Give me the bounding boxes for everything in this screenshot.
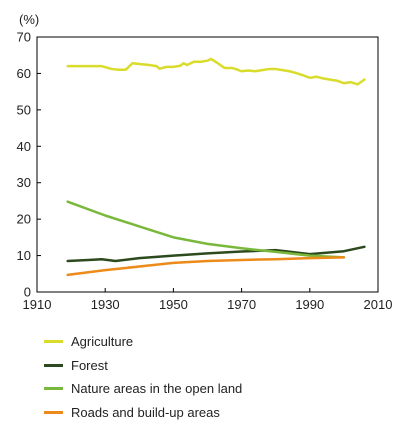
legend-swatch-nature-areas bbox=[44, 387, 63, 391]
legend-item-agriculture: Agriculture bbox=[44, 330, 242, 354]
y-tick-label: 20 bbox=[17, 212, 31, 227]
x-tick-label: 1910 bbox=[23, 297, 52, 312]
x-tick-label: 2010 bbox=[364, 297, 393, 312]
y-tick-label: 60 bbox=[17, 66, 31, 81]
legend-item-forest: Forest bbox=[44, 354, 242, 378]
legend-swatch-roads bbox=[44, 410, 63, 414]
y-tick-label: 70 bbox=[17, 30, 31, 45]
legend-label-forest: Forest bbox=[71, 357, 108, 373]
roads-build-up-line bbox=[66, 256, 346, 277]
legend-label-roads: Roads and build-up areas bbox=[71, 404, 220, 420]
y-tick-label: 40 bbox=[17, 139, 31, 154]
y-tick-label: 0 bbox=[24, 285, 31, 300]
y-axis-ticks: 0 10 20 30 40 50 60 70 bbox=[17, 30, 41, 300]
legend-swatch-agriculture bbox=[44, 340, 63, 344]
legend-item-roads: Roads and build-up areas bbox=[44, 401, 242, 425]
legend: Agriculture Forest Nature areas in the o… bbox=[44, 330, 242, 424]
y-tick-label: 10 bbox=[17, 248, 31, 263]
x-axis-ticks: 1910 1930 1950 1970 1990 2010 bbox=[23, 288, 393, 312]
legend-swatch-forest bbox=[44, 363, 63, 367]
legend-label-nature-areas: Nature areas in the open land bbox=[71, 381, 243, 397]
x-tick-label: 1950 bbox=[159, 297, 188, 312]
agriculture-line bbox=[66, 57, 366, 86]
x-tick-label: 1990 bbox=[295, 297, 324, 312]
y-tick-label: 50 bbox=[17, 102, 31, 117]
x-tick-label: 1970 bbox=[227, 297, 256, 312]
x-tick-label: 1930 bbox=[91, 297, 120, 312]
plot-frame bbox=[36, 36, 379, 293]
nature-areas-line bbox=[66, 200, 346, 259]
series-lines bbox=[66, 57, 366, 277]
legend-item-nature-areas: Nature areas in the open land bbox=[44, 377, 242, 401]
legend-label-agriculture: Agriculture bbox=[71, 334, 134, 350]
y-tick-label: 30 bbox=[17, 175, 31, 190]
y-unit-label: (%) bbox=[19, 12, 39, 27]
forest-line bbox=[66, 245, 366, 263]
